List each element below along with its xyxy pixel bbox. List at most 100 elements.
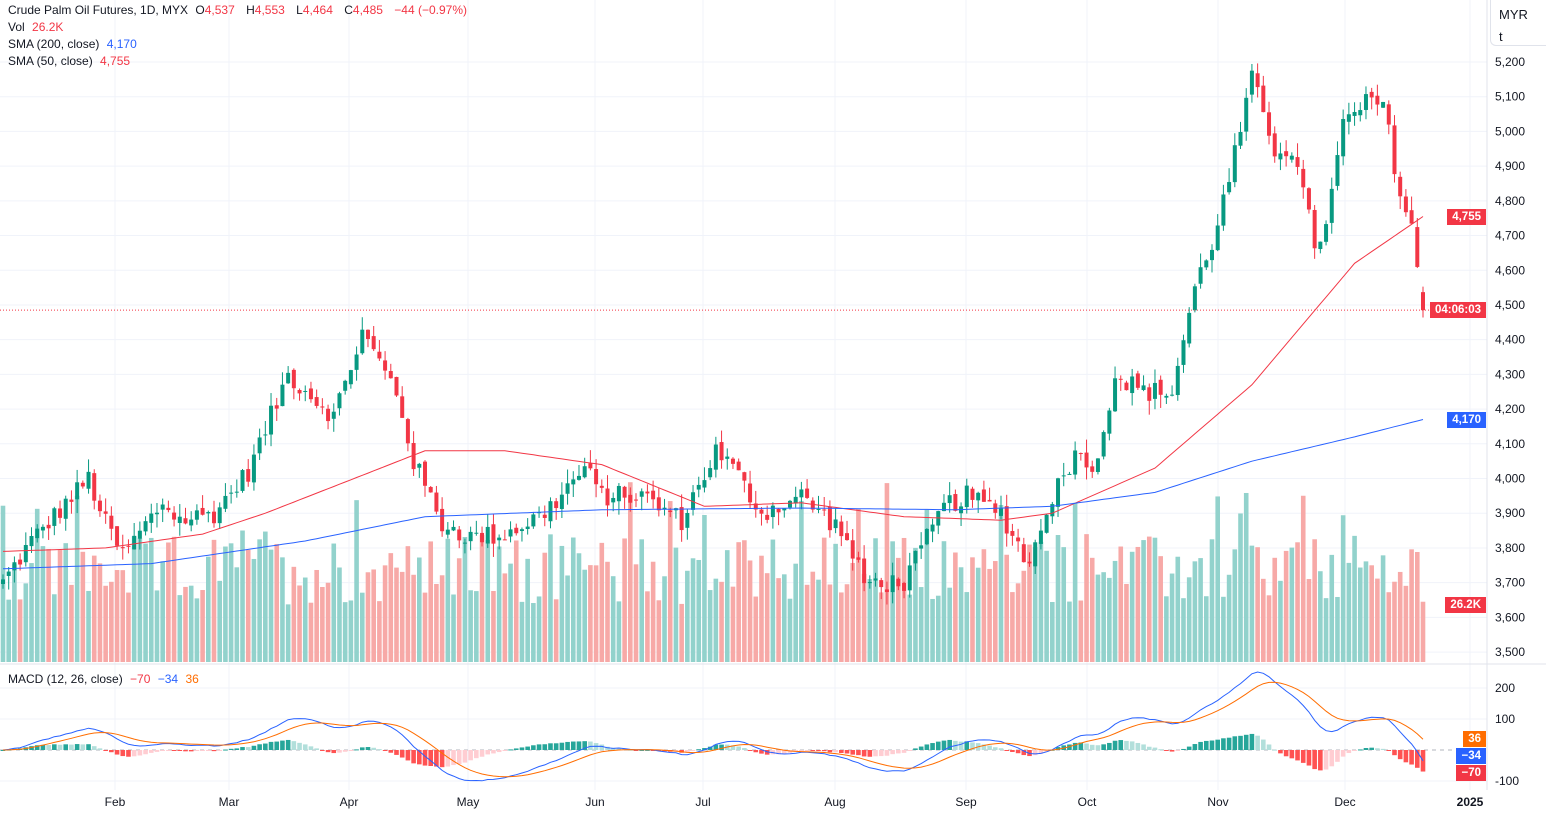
volume-bar <box>291 566 297 662</box>
candle-body <box>326 408 331 422</box>
macd-histogram-bar <box>377 749 382 751</box>
volume-bar <box>245 549 251 662</box>
volume-bar <box>411 574 416 662</box>
volume-bar <box>91 555 97 662</box>
symbol-title: Crude Palm Oil Futures, 1D, MYX <box>8 3 189 17</box>
currency-unit-button[interactable]: MYR t <box>1490 0 1546 46</box>
volume-bar <box>240 530 245 662</box>
macd-histogram-bar <box>337 750 342 753</box>
volume-bar <box>1169 573 1175 662</box>
candle-body <box>525 526 530 530</box>
candle-body <box>480 532 485 543</box>
macd-histogram-bar <box>821 750 827 752</box>
time-axis-label: Nov <box>1207 795 1228 809</box>
candle-body <box>177 516 182 523</box>
candle-body <box>907 565 912 591</box>
volume-bar <box>1032 547 1038 662</box>
volume-bar <box>63 543 69 662</box>
volume-bar <box>588 565 593 662</box>
volume-bar <box>211 539 217 662</box>
volume-bar <box>223 546 228 662</box>
volume-bar <box>827 584 833 662</box>
candle-body <box>394 376 399 396</box>
volume-bar <box>1221 596 1226 662</box>
volume-bar <box>1107 577 1112 662</box>
candle-body <box>497 537 502 541</box>
volume-bar <box>656 600 662 662</box>
macd-histogram-bar <box>1135 742 1141 750</box>
volume-bar <box>816 579 821 662</box>
macd-histogram-bar <box>137 750 143 756</box>
macd-histogram-bar <box>428 750 434 766</box>
volume-bar <box>1249 545 1255 662</box>
volume-bar <box>576 553 582 662</box>
macd-histogram-bar <box>268 741 274 750</box>
macd-histogram-bar <box>1072 742 1078 750</box>
macd-histogram-bar <box>371 747 376 750</box>
candle-body <box>40 526 45 531</box>
candle-body <box>1306 188 1311 210</box>
candle-body <box>274 405 279 409</box>
macd-legend[interactable]: MACD (12, 26, close) −70 −34 36 <box>8 672 199 686</box>
volume-bar <box>622 538 627 662</box>
candle-body <box>1358 110 1363 116</box>
macd-histogram-bar <box>1312 750 1317 770</box>
candle-body <box>1209 249 1214 261</box>
candle-body <box>970 488 975 500</box>
macd-histogram-bar <box>1044 750 1049 752</box>
candle-body <box>354 354 359 370</box>
volume-bar <box>1272 557 1278 662</box>
macd-histogram-bar <box>1226 737 1232 750</box>
candle-body <box>200 507 205 515</box>
macd-histogram-bar <box>1164 750 1169 751</box>
price-tick-label: 4,500 <box>1495 298 1525 312</box>
macd-histogram-bar <box>542 744 548 750</box>
macd-histogram-bar <box>958 741 964 750</box>
price-tick-label: 4,300 <box>1495 367 1525 381</box>
macd-histogram-bar <box>1004 750 1009 751</box>
volume-bar <box>80 551 86 662</box>
time-axis-label: May <box>457 795 480 809</box>
sma200-price-tag: 4,170 <box>1447 412 1486 428</box>
volume-bar <box>1414 552 1420 662</box>
macd-histogram-bar <box>234 748 240 750</box>
volume-bar <box>935 595 941 662</box>
volume-bar <box>342 602 348 662</box>
volume-bar <box>901 537 907 662</box>
sma200-legend[interactable]: SMA (200, close) 4,170 <box>8 37 137 51</box>
macd-histogram-bar <box>348 750 354 751</box>
volume-bar <box>23 583 29 662</box>
candle-body <box>1255 73 1260 88</box>
candle-body <box>639 491 644 497</box>
volume-bar <box>924 509 930 662</box>
macd-histogram-bar <box>1266 744 1272 750</box>
candle-body <box>154 512 159 515</box>
macd-histogram-bar <box>200 750 205 751</box>
candle-body <box>251 454 256 483</box>
volume-bar <box>46 549 51 662</box>
volume-bar <box>1283 550 1289 662</box>
volume-bar <box>1312 539 1317 662</box>
sma50-legend[interactable]: SMA (50, close) 4,755 <box>8 54 131 68</box>
macd-histogram-bar <box>1010 750 1015 752</box>
macd-histogram-bar <box>559 742 565 750</box>
volume-legend[interactable]: Vol 26.2K <box>8 20 64 34</box>
macd-histogram-bar <box>0 750 6 751</box>
macd-histogram-bar <box>1215 739 1220 750</box>
volume-bar <box>548 534 553 662</box>
volume-bar <box>148 537 154 662</box>
macd-histogram-bar <box>935 741 941 750</box>
macd-histogram-bar <box>485 750 491 755</box>
volume-bar <box>382 565 388 662</box>
volume-bar <box>833 543 838 662</box>
candle-body <box>206 512 211 514</box>
candle-body <box>873 578 878 581</box>
candle-body <box>428 487 433 493</box>
volume-bar <box>1357 567 1363 662</box>
candle-body <box>12 562 17 571</box>
volume-bar <box>1375 578 1380 662</box>
candle-body <box>6 571 11 576</box>
macd-histogram-bar <box>405 750 411 761</box>
price-tick-label: 5,000 <box>1495 124 1525 138</box>
